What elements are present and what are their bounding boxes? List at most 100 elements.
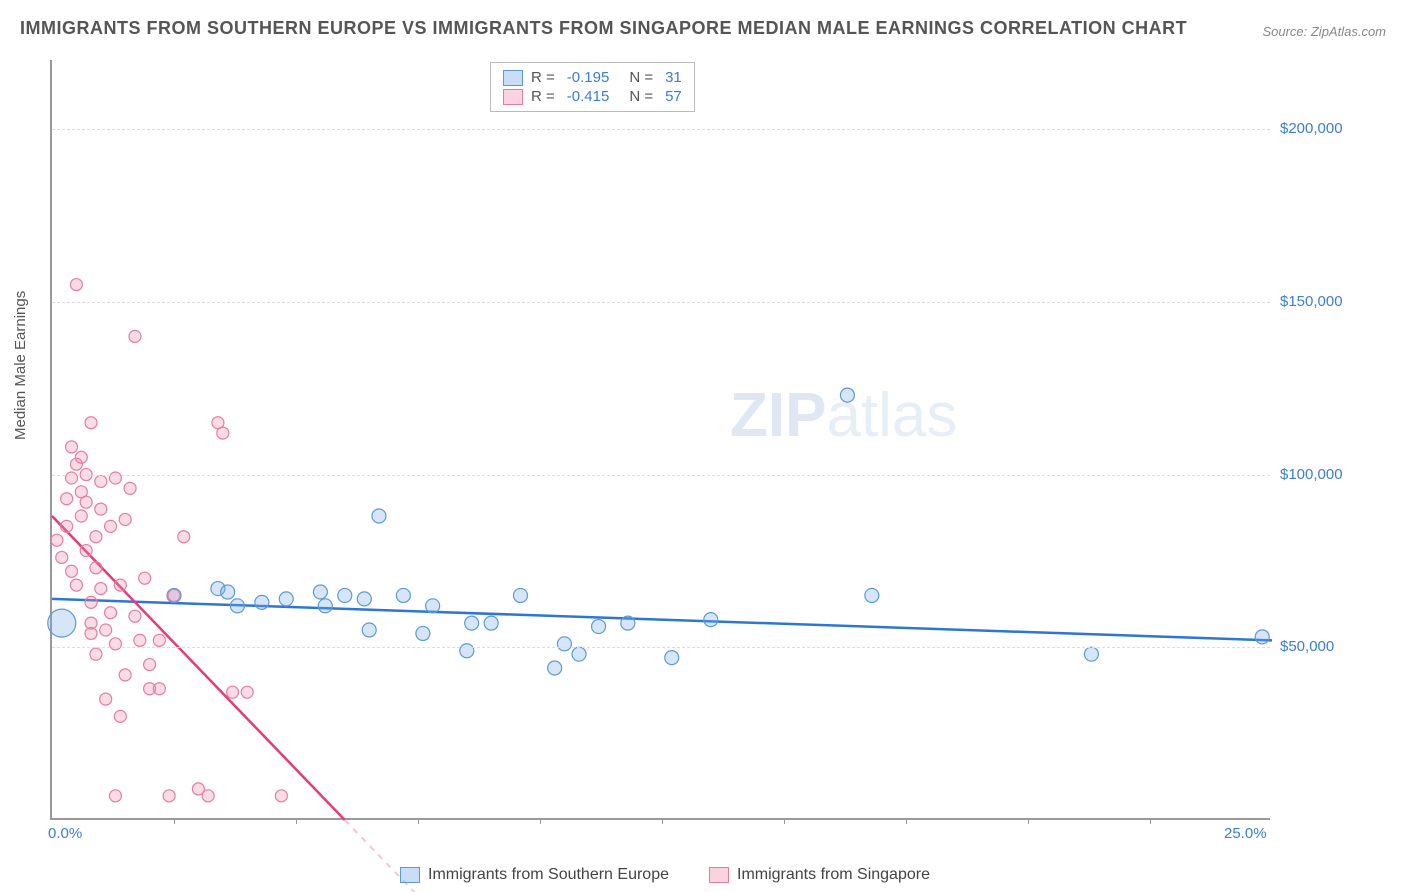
data-point (61, 520, 73, 532)
y-tick-label: $50,000 (1280, 638, 1380, 655)
data-point (109, 790, 121, 802)
data-point (1255, 630, 1269, 644)
data-point (255, 595, 269, 609)
data-point (70, 579, 82, 591)
plot-svg (52, 60, 1270, 818)
data-point (621, 616, 635, 630)
data-point (163, 790, 175, 802)
x-tick (418, 818, 419, 824)
data-point (100, 693, 112, 705)
y-tick-label: $150,000 (1280, 293, 1380, 310)
data-point (90, 531, 102, 543)
data-point (704, 613, 718, 627)
bottom-legend: Immigrants from Southern Europe Immigran… (400, 866, 930, 884)
data-point (80, 545, 92, 557)
data-point (129, 610, 141, 622)
data-point (124, 482, 136, 494)
data-point (66, 441, 78, 453)
x-tick (540, 818, 541, 824)
swatch-pink (709, 867, 729, 883)
data-point (230, 599, 244, 613)
bottom-legend-pink: Immigrants from Singapore (709, 866, 930, 884)
chart-container: IMMIGRANTS FROM SOUTHERN EUROPE VS IMMIG… (0, 0, 1406, 892)
legend-row-blue: R = -0.195 N = 31 (503, 69, 682, 86)
legend-row-pink: R = -0.415 N = 57 (503, 88, 682, 105)
x-tick (296, 818, 297, 824)
data-point (114, 579, 126, 591)
gridline-h (52, 475, 1270, 476)
data-point (217, 427, 229, 439)
x-tick (174, 818, 175, 824)
x-tick-label: 25.0% (1224, 825, 1267, 842)
data-point (840, 388, 854, 402)
swatch-blue (400, 867, 420, 883)
data-point (221, 585, 235, 599)
data-point (548, 661, 562, 675)
source-label: Source: ZipAtlas.com (1262, 24, 1386, 39)
bottom-legend-blue: Immigrants from Southern Europe (400, 866, 669, 884)
chart-title: IMMIGRANTS FROM SOUTHERN EUROPE VS IMMIG… (20, 18, 1187, 39)
data-point (139, 572, 151, 584)
n-value-pink: 57 (665, 88, 682, 105)
x-tick (906, 818, 907, 824)
x-tick-label: 0.0% (48, 825, 82, 842)
data-point (95, 475, 107, 487)
n-label: N = (629, 88, 653, 105)
data-point (129, 330, 141, 342)
data-point (313, 585, 327, 599)
r-value-pink: -0.415 (567, 88, 610, 105)
y-tick-label: $100,000 (1280, 466, 1380, 483)
data-point (153, 634, 165, 646)
data-point (865, 588, 879, 602)
data-point (426, 599, 440, 613)
data-point (572, 647, 586, 661)
data-point (153, 683, 165, 695)
data-point (75, 510, 87, 522)
gridline-h (52, 647, 1270, 648)
data-point (85, 627, 97, 639)
data-point (665, 651, 679, 665)
data-point (66, 565, 78, 577)
data-point (105, 520, 117, 532)
data-point (119, 669, 131, 681)
data-point (338, 588, 352, 602)
data-point (134, 634, 146, 646)
n-label: N = (629, 69, 653, 86)
data-point (90, 648, 102, 660)
data-point (465, 616, 479, 630)
data-point (318, 599, 332, 613)
r-label: R = (531, 88, 555, 105)
data-point (275, 790, 287, 802)
r-value-blue: -0.195 (567, 69, 610, 86)
data-point (90, 562, 102, 574)
data-point (51, 534, 63, 546)
swatch-blue (503, 70, 523, 86)
data-point (396, 588, 410, 602)
data-point (144, 659, 156, 671)
data-point (85, 596, 97, 608)
data-point (80, 496, 92, 508)
data-point (557, 637, 571, 651)
data-point (70, 279, 82, 291)
data-point (48, 609, 76, 637)
x-tick (662, 818, 663, 824)
data-point (227, 686, 239, 698)
data-point (95, 583, 107, 595)
data-point (119, 513, 131, 525)
data-point (114, 710, 126, 722)
data-point (1084, 647, 1098, 661)
gridline-h (52, 129, 1270, 130)
plot-area: $50,000$100,000$150,000$200,0000.0%25.0% (50, 60, 1270, 820)
data-point (105, 607, 117, 619)
data-point (357, 592, 371, 606)
data-point (460, 644, 474, 658)
data-point (513, 588, 527, 602)
data-point (56, 551, 68, 563)
data-point (100, 624, 112, 636)
swatch-pink (503, 89, 523, 105)
data-point (61, 493, 73, 505)
data-point (416, 626, 430, 640)
data-point (95, 503, 107, 515)
y-tick-label: $200,000 (1280, 120, 1380, 137)
data-point (85, 417, 97, 429)
